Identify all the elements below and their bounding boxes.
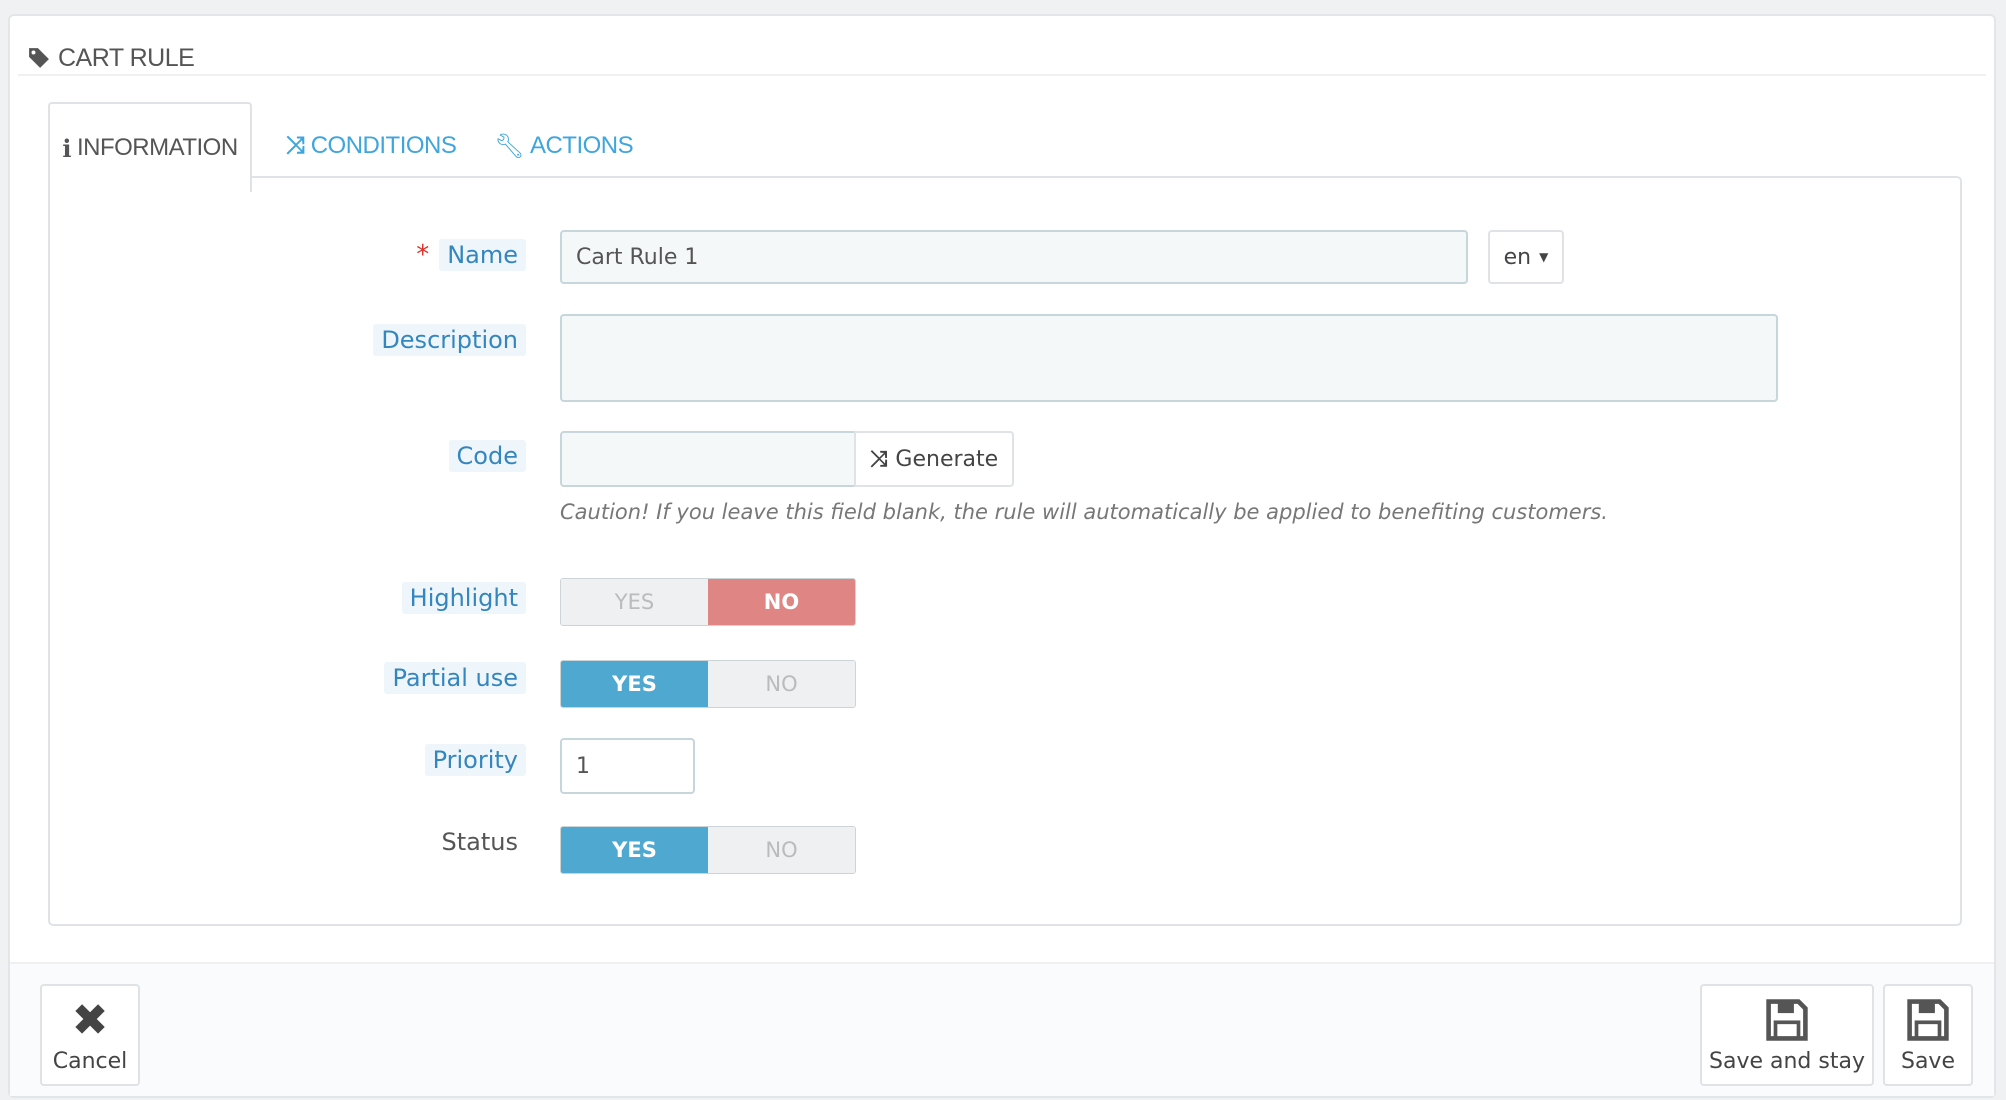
- floppy-disk-icon: [1766, 999, 1808, 1041]
- partial-use-yes[interactable]: YES: [561, 661, 708, 707]
- language-value: en: [1503, 244, 1532, 270]
- highlight-yes[interactable]: YES: [561, 579, 708, 625]
- priority-label: Priority: [424, 744, 526, 776]
- name-input[interactable]: Cart Rule 1: [560, 230, 1468, 284]
- description-label: Description: [373, 324, 526, 356]
- code-caution-text: Caution! If you leave this field blank, …: [560, 500, 1608, 524]
- partial-use-label: Partial use: [384, 662, 526, 694]
- information-form: * Name Cart Rule 1 en ▼ Description Code ⤨…: [48, 176, 1962, 926]
- status-toggle[interactable]: YES NO: [560, 826, 856, 874]
- floppy-disk-icon: [1907, 999, 1949, 1041]
- save-and-stay-button[interactable]: Save and stay: [1700, 984, 1874, 1086]
- required-mark: *: [416, 240, 430, 270]
- cart-rule-panel: CART RULE i INFORMATION ⤨ CONDITIONS 🔧︎ …: [8, 14, 1996, 1098]
- status-yes[interactable]: YES: [561, 827, 708, 873]
- highlight-toggle[interactable]: YES NO: [560, 578, 856, 626]
- tab-label: CONDITIONS: [310, 132, 457, 159]
- name-label-group: * Name: [416, 239, 526, 271]
- language-dropdown[interactable]: en ▼: [1488, 230, 1564, 284]
- tab-label: ACTIONS: [529, 132, 634, 159]
- save-and-stay-label: Save and stay: [1709, 1049, 1865, 1074]
- panel-header: CART RULE: [28, 30, 195, 86]
- save-button[interactable]: Save: [1883, 984, 1973, 1086]
- description-input[interactable]: [560, 314, 1778, 402]
- tag-icon: [29, 48, 49, 68]
- wrench-icon: 🔧︎: [494, 132, 524, 160]
- shuffle-icon: ⤨: [286, 132, 305, 159]
- close-icon: ✖: [71, 995, 109, 1046]
- tab-conditions[interactable]: ⤨ CONDITIONS: [286, 102, 457, 190]
- partial-use-toggle[interactable]: YES NO: [560, 660, 856, 708]
- name-label: Name: [439, 239, 526, 271]
- partial-use-no[interactable]: NO: [708, 661, 855, 707]
- cancel-button[interactable]: ✖ Cancel: [40, 984, 140, 1086]
- status-no[interactable]: NO: [708, 827, 855, 873]
- tab-actions[interactable]: 🔧︎ ACTIONS: [494, 102, 634, 190]
- tab-information[interactable]: i INFORMATION: [48, 102, 252, 192]
- caret-down-icon: ▼: [1539, 250, 1549, 264]
- highlight-label: Highlight: [401, 582, 526, 614]
- priority-input[interactable]: 1: [560, 738, 695, 794]
- panel-title: CART RULE: [58, 43, 195, 72]
- status-label: Status: [441, 828, 518, 856]
- cancel-label: Cancel: [52, 1049, 128, 1074]
- highlight-no[interactable]: NO: [708, 579, 855, 625]
- panel-footer: ✖ Cancel Save and stay Save: [10, 962, 1994, 1096]
- info-icon: i: [62, 133, 71, 163]
- header-divider: [18, 74, 1986, 76]
- code-label: Code: [448, 440, 526, 472]
- generate-label: Generate: [895, 446, 999, 472]
- tab-label: INFORMATION: [76, 134, 238, 161]
- code-input[interactable]: [560, 431, 856, 487]
- generate-button[interactable]: ⤨ Generate: [854, 431, 1014, 487]
- shuffle-icon: ⤨: [869, 446, 888, 472]
- save-label: Save: [1900, 1049, 1955, 1074]
